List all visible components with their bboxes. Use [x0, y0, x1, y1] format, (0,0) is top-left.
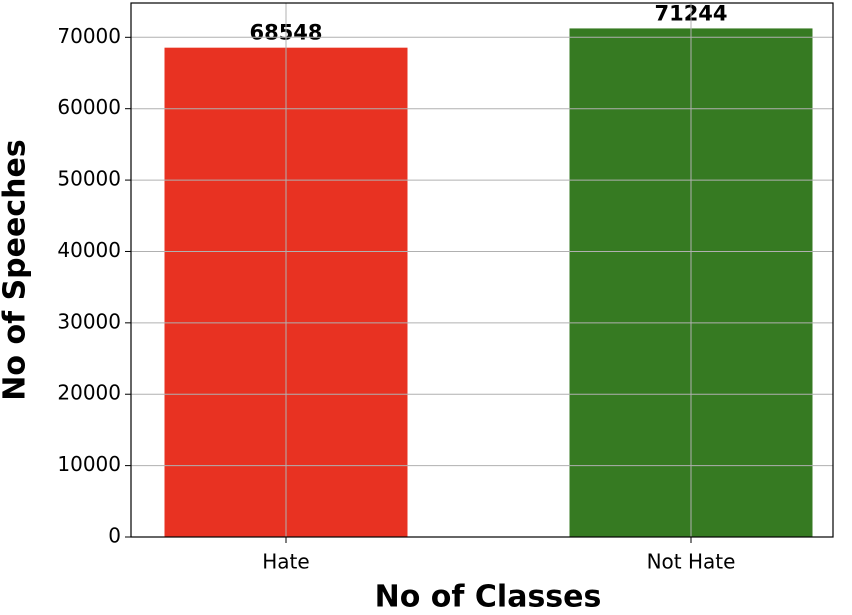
y-tick-label: 50000: [57, 167, 121, 191]
x-tick-label: Hate: [262, 550, 309, 574]
y-axis-label: No of Speeches: [0, 139, 33, 400]
x-tick-label: Not Hate: [647, 550, 736, 574]
y-tick-label: 60000: [57, 95, 121, 119]
y-tick-label: 70000: [57, 24, 121, 48]
plot-frame: [130, 2, 834, 538]
y-tick-label: 0: [108, 524, 121, 548]
y-tick-label: 40000: [57, 238, 121, 262]
y-tick-label: 30000: [57, 309, 121, 333]
y-tick-label: 10000: [57, 452, 121, 476]
y-tick-label: 20000: [57, 381, 121, 405]
x-axis-label: No of Classes: [375, 580, 602, 615]
